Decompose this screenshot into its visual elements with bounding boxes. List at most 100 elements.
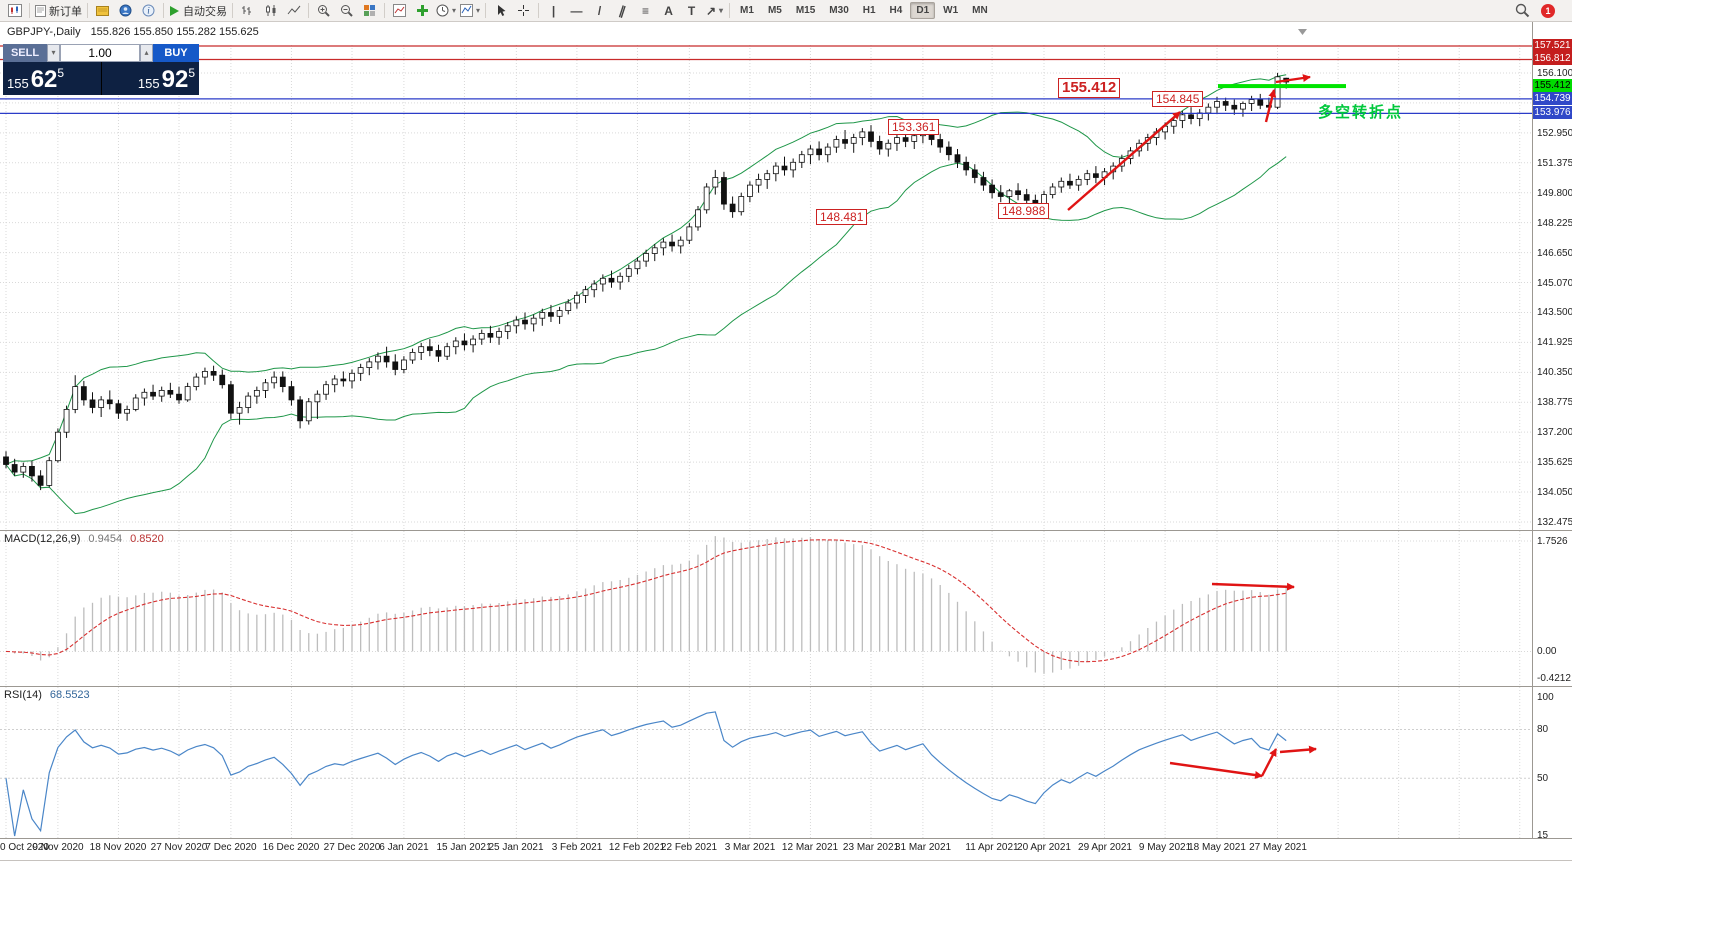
text-tool-icon[interactable]: A bbox=[664, 3, 673, 18]
time-axis-divider bbox=[0, 838, 1572, 839]
sell-price[interactable]: 155 62 5 bbox=[7, 66, 65, 94]
add-indicator-icon[interactable] bbox=[411, 2, 434, 20]
new-order-button[interactable]: 新订单 bbox=[33, 2, 84, 20]
periods-icon[interactable]: ▾ bbox=[434, 2, 458, 20]
empty-region bbox=[1572, 0, 1730, 941]
timeframe-m1[interactable]: M1 bbox=[740, 5, 754, 16]
ohlc-values: 155.826 155.850 155.282 155.625 bbox=[90, 26, 259, 38]
toolbar-right-group: 1 bbox=[1511, 2, 1555, 20]
price-axis-label: 137.200 bbox=[1537, 427, 1574, 438]
timeframe-d1[interactable]: D1 bbox=[910, 2, 936, 19]
macd-label: MACD(12,26,9) 0.9454 0.8520 bbox=[4, 533, 164, 545]
separator bbox=[538, 3, 540, 18]
axis-border bbox=[1532, 22, 1533, 838]
notification-badge[interactable]: 1 bbox=[1541, 3, 1555, 18]
rsi-label: RSI(14) 68.5523 bbox=[4, 689, 90, 701]
timeframe-h1[interactable]: H1 bbox=[862, 5, 876, 16]
timeframe-m5[interactable]: M5 bbox=[767, 5, 782, 16]
chevron-down-icon: ▾ bbox=[719, 5, 724, 15]
price-axis-label: 152.950 bbox=[1537, 128, 1574, 139]
price-axis-label: 146.650 bbox=[1537, 248, 1574, 259]
sell-button[interactable]: SELL bbox=[3, 44, 47, 62]
separator bbox=[87, 3, 88, 18]
timeframe-h4[interactable]: H4 bbox=[889, 5, 903, 16]
autotrading-label: 自动交易 bbox=[183, 5, 227, 18]
rsi-axis-label: 100 bbox=[1537, 692, 1554, 703]
line-chart-icon[interactable] bbox=[282, 2, 305, 20]
window-bottom-border bbox=[0, 860, 1572, 861]
indicators-icon[interactable] bbox=[388, 2, 411, 20]
price-axis-label: 135.625 bbox=[1537, 457, 1574, 468]
price-axis-label: 141.925 bbox=[1537, 337, 1574, 348]
autotrading-button[interactable]: 自动交易 bbox=[167, 2, 229, 20]
arrows-tool-icon[interactable]: ↗ ▾ bbox=[703, 2, 726, 20]
chart-window-icon[interactable] bbox=[3, 2, 26, 20]
price-axis-label: 149.800 bbox=[1537, 188, 1574, 199]
community-icon[interactable] bbox=[114, 2, 137, 20]
price-chart[interactable] bbox=[0, 22, 1532, 858]
templates-icon[interactable]: ▾ bbox=[458, 2, 482, 20]
chevron-down-icon: ▾ bbox=[476, 5, 481, 15]
trade-panel-prices: 155 62 5 155 92 5 bbox=[3, 62, 199, 95]
rsi-axis-label: 80 bbox=[1537, 724, 1549, 735]
bar-chart-icon[interactable] bbox=[236, 2, 259, 20]
horizontal-line-icon[interactable]: — bbox=[570, 3, 583, 18]
trendline-icon[interactable]: / bbox=[597, 3, 602, 18]
volume-increase-button[interactable]: ▴ bbox=[140, 44, 153, 62]
price-axis-label: 140.350 bbox=[1537, 367, 1574, 378]
fibonacci-icon[interactable]: ≡ bbox=[642, 3, 650, 18]
price-axis-label: 138.775 bbox=[1537, 397, 1574, 408]
volume-decrease-button[interactable]: ▾ bbox=[47, 44, 60, 62]
timeframe-mn[interactable]: MN bbox=[972, 5, 988, 16]
price-axis-label: 145.070 bbox=[1537, 278, 1574, 289]
tile-windows-icon[interactable] bbox=[358, 2, 381, 20]
buy-price[interactable]: 155 92 5 bbox=[137, 66, 195, 94]
chevron-up-icon: ▴ bbox=[144, 48, 149, 57]
macd-axis-label: 0.00 bbox=[1537, 646, 1557, 657]
new-order-label: 新订单 bbox=[49, 5, 82, 18]
zoom-in-icon[interactable] bbox=[312, 2, 335, 20]
price-axis-label: 156.100 bbox=[1537, 68, 1574, 79]
trade-panel-controls: SELL ▾ ▴ BUY bbox=[3, 44, 199, 62]
turning-point-note: 多空转折点 bbox=[1318, 104, 1404, 121]
chart-header: GBPJPY-,Daily 155.826 155.850 155.282 15… bbox=[7, 26, 259, 38]
main-toolbar: 新订单 i 自动交易 bbox=[0, 0, 1572, 22]
rsi-axis-label: 50 bbox=[1537, 773, 1549, 784]
price-axis-label: 151.375 bbox=[1537, 158, 1574, 169]
svg-text:i: i bbox=[147, 6, 150, 16]
macd-axis-label: 1.7526 bbox=[1537, 536, 1568, 547]
journal-icon[interactable] bbox=[91, 2, 114, 20]
help-icon[interactable]: i bbox=[137, 2, 160, 20]
price-axis-marker-red: 156.812 bbox=[1533, 52, 1572, 65]
macd-panel-divider[interactable] bbox=[0, 530, 1572, 531]
channel-icon[interactable]: ∥ bbox=[617, 2, 628, 19]
separator bbox=[384, 3, 385, 18]
chart-area: GBPJPY-,Daily 155.826 155.850 155.282 15… bbox=[0, 22, 1574, 861]
search-icon[interactable] bbox=[1511, 2, 1534, 20]
price-axis-label: 132.475 bbox=[1537, 517, 1574, 528]
timeframe-m15[interactable]: M15 bbox=[795, 5, 816, 16]
label-tool-icon[interactable]: T bbox=[687, 3, 696, 18]
separator bbox=[485, 3, 487, 18]
zoom-out-icon[interactable] bbox=[335, 2, 358, 20]
price-axis-label: 148.225 bbox=[1537, 218, 1574, 229]
timeframe-w1[interactable]: W1 bbox=[943, 5, 959, 16]
crosshair-icon[interactable] bbox=[512, 2, 535, 20]
vertical-line-icon[interactable]: | bbox=[551, 3, 556, 18]
price-axis-marker-blue: 154.739 bbox=[1533, 92, 1572, 105]
rsi-value: 68.5523 bbox=[49, 689, 90, 701]
buy-button[interactable]: BUY bbox=[153, 44, 199, 62]
rsi-panel-divider[interactable] bbox=[0, 686, 1572, 687]
macd-axis-label: -0.4212 bbox=[1537, 673, 1571, 684]
timeframe-m30[interactable]: M30 bbox=[829, 5, 849, 16]
candlestick-chart-icon[interactable] bbox=[259, 2, 282, 20]
volume-input[interactable] bbox=[60, 44, 140, 62]
separator bbox=[729, 3, 731, 18]
symbol-period-label: GBPJPY-,Daily bbox=[7, 26, 81, 38]
chevron-down-icon: ▾ bbox=[51, 48, 56, 57]
macd-signal-value: 0.8520 bbox=[130, 533, 164, 545]
separator bbox=[232, 3, 233, 18]
cursor-icon[interactable] bbox=[489, 2, 512, 20]
